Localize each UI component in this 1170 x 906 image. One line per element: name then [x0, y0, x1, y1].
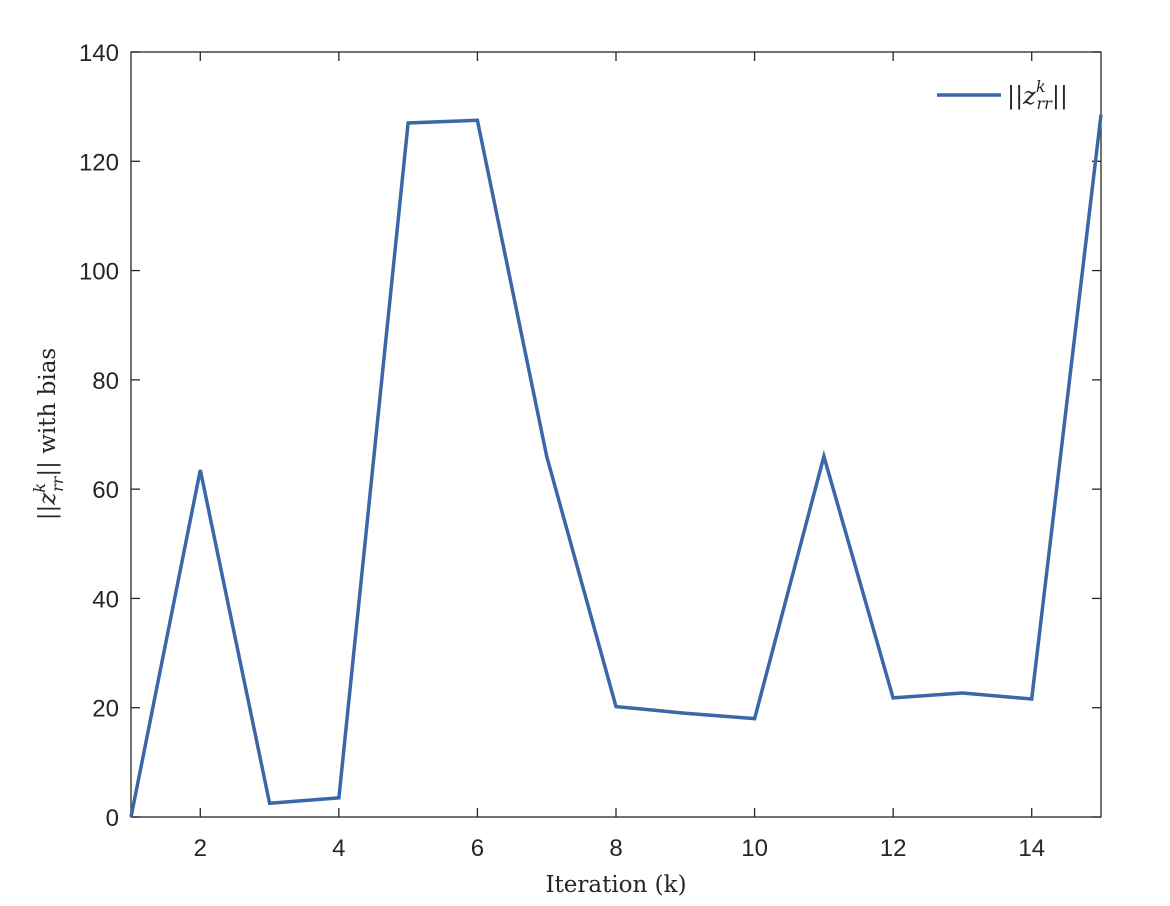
- x-tick-label: 10: [741, 835, 768, 862]
- y-tick-label: 80: [92, 368, 119, 395]
- y-tick-label: 60: [92, 477, 119, 504]
- y-axis-title-prefix: ||z: [35, 492, 61, 520]
- x-tick-label: 4: [332, 835, 345, 862]
- x-tick-label: 2: [194, 835, 207, 862]
- y-tick-label: 120: [79, 149, 119, 176]
- series-layer: [129, 114, 1103, 818]
- series-line: [129, 114, 1103, 818]
- y-tick-label: 40: [92, 586, 119, 613]
- legend: ||zk rr||: [937, 77, 1068, 113]
- x-tick-label: 14: [1018, 835, 1045, 862]
- legend-label-sup: k: [1036, 77, 1046, 96]
- y-tick-label: 100: [79, 259, 119, 286]
- y-axis-title-sub: rr: [48, 475, 67, 492]
- y-tick-label: 0: [106, 805, 119, 832]
- plot-area: [130, 51, 1102, 818]
- y-tick-label: 140: [79, 40, 119, 67]
- x-tick-label: 6: [471, 835, 484, 862]
- y-axis-title-suffix: || with bias: [35, 348, 61, 477]
- y-tick-label: 20: [92, 696, 119, 723]
- legend-label-sub: rr: [1037, 94, 1054, 113]
- legend-label: ||zk rr||: [1007, 77, 1068, 113]
- y-axis-title-sup: k: [30, 483, 49, 493]
- x-tick-label: 12: [880, 835, 907, 862]
- legend-label-suffix: ||: [1052, 82, 1068, 111]
- axis-ticks: [131, 51, 1101, 818]
- x-axis-title: Iteration (k): [545, 872, 686, 898]
- x-tick-label: 8: [609, 835, 622, 862]
- legend-label-prefix: ||z: [1007, 82, 1036, 111]
- y-axis-title: ||zkrr|| with bias: [30, 348, 67, 520]
